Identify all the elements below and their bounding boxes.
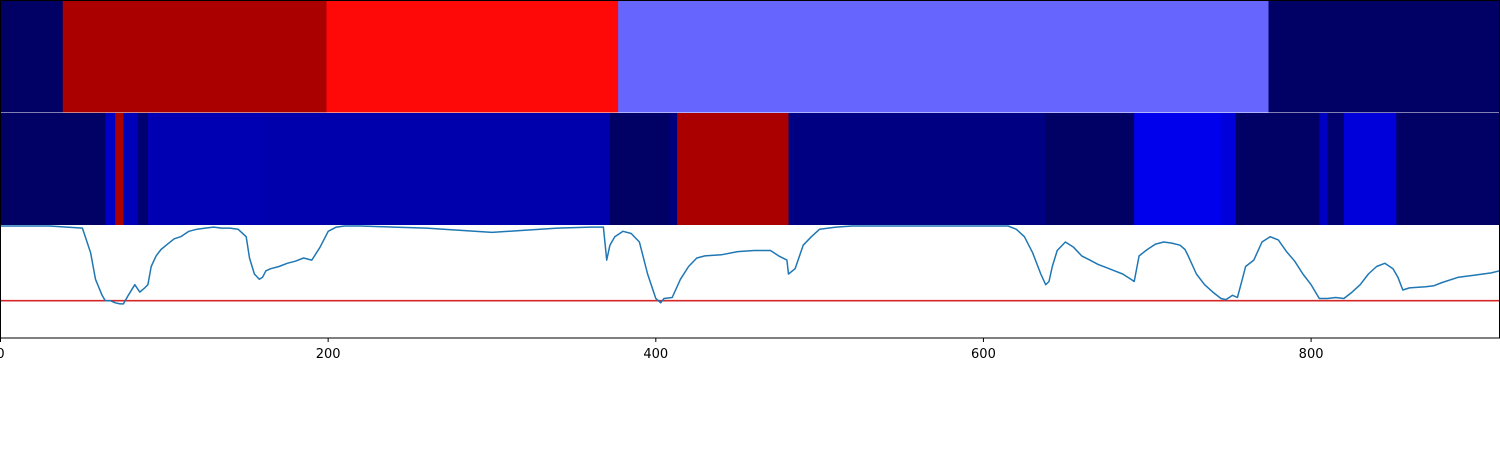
heatmap-cell-row1-seg4 bbox=[618, 0, 1270, 113]
heatmap-cell-row2-seg15 bbox=[1235, 113, 1320, 225]
x-tick-label-800: 800 bbox=[1299, 347, 1324, 362]
heatmap-cell-row1-seg3 bbox=[326, 0, 619, 113]
heatmap-cell-row2-seg17 bbox=[1327, 113, 1345, 225]
line-panel-background bbox=[0, 226, 1500, 338]
heatmap-cell-row2-seg14 bbox=[1220, 113, 1237, 225]
heatmap-rows bbox=[0, 0, 1500, 225]
heatmap-cell-row2-seg8 bbox=[609, 113, 670, 225]
heatmap-cell-row2-seg13 bbox=[1134, 113, 1222, 225]
heatmap-cell-row2-seg16 bbox=[1319, 113, 1328, 225]
heatmap-cell-row2-seg2 bbox=[105, 113, 116, 225]
heatmap-cell-row2-seg10 bbox=[677, 113, 789, 225]
heatmap-cell-row2-seg9 bbox=[668, 113, 678, 225]
heatmap-cell-row2-seg12 bbox=[1045, 113, 1135, 225]
heatmap-cell-row2-seg5 bbox=[138, 113, 149, 225]
heatmap-cell-row2-seg7 bbox=[262, 113, 611, 225]
line-panel bbox=[0, 225, 1500, 338]
heatmap-cell-row2-seg4 bbox=[123, 113, 139, 225]
heatmap-cell-row1-seg5 bbox=[1268, 0, 1500, 113]
heatmap-cell-row2-seg3 bbox=[115, 113, 124, 225]
series-line bbox=[0, 225, 1500, 305]
heatmap-cell-row1-seg1 bbox=[0, 0, 64, 113]
heatmap-cell-row2-seg19 bbox=[1396, 113, 1500, 225]
x-axis: 0 200 400 600 800 bbox=[0, 338, 1324, 362]
heatmap-cell-row2-seg11 bbox=[788, 113, 1047, 225]
heatmap-cell-row2-seg6 bbox=[147, 113, 264, 225]
x-tick-label-200: 200 bbox=[316, 347, 341, 362]
heatmap-cell-row1-seg2 bbox=[62, 0, 328, 113]
heatmap-cell-row2-seg1 bbox=[0, 113, 106, 225]
x-tick-label-0: 0 bbox=[0, 347, 5, 362]
x-tick-label-400: 400 bbox=[643, 347, 668, 362]
x-tick-label-600: 600 bbox=[971, 347, 996, 362]
heatmap-cell-row2-seg18 bbox=[1343, 113, 1397, 225]
